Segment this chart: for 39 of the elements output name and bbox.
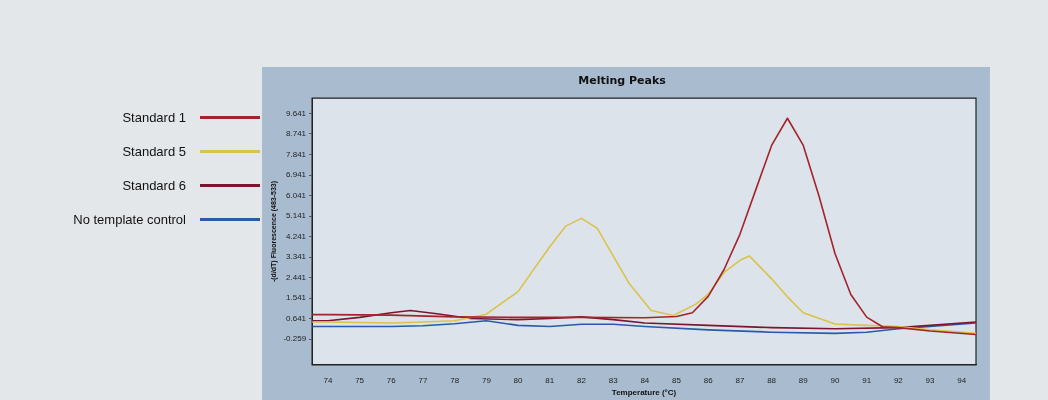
x-tick-label: 90 (830, 375, 840, 385)
x-tick-label: 83 (608, 375, 619, 385)
x-tick-label: 88 (767, 375, 777, 385)
y-tick-label: 7.841 (286, 149, 307, 159)
x-tick-label: 94 (957, 375, 967, 385)
y-tick-label: 9.641 (286, 108, 307, 118)
y-tick-label: 0.641 (286, 313, 307, 323)
x-tick-label: 76 (386, 375, 397, 385)
y-tick-label: 1.541 (286, 293, 307, 303)
x-tick-label: 84 (640, 375, 650, 385)
legend-label: No template control (73, 211, 186, 227)
y-tick-label: -0.259 (283, 334, 307, 344)
x-tick-label: 75 (355, 375, 365, 385)
x-tick-label: 78 (450, 375, 460, 385)
y-tick-label: 8.741 (286, 129, 307, 139)
legend-label: Standard 6 (122, 177, 186, 193)
y-tick-label: 4.241 (286, 231, 307, 241)
x-tick-label: 81 (545, 375, 555, 385)
x-tick-label: 77 (418, 375, 428, 385)
x-tick-label: 92 (893, 375, 904, 385)
x-tick-label: 74 (323, 375, 333, 385)
x-tick-label: 87 (735, 375, 745, 385)
x-tick-label: 79 (481, 375, 492, 385)
x-tick-label: 93 (925, 375, 936, 385)
y-tick-label: 6.941 (286, 170, 307, 180)
chart-title: Melting Peaks (578, 74, 667, 88)
legend-label: Standard 1 (122, 109, 186, 125)
x-tick-label: 82 (577, 375, 587, 385)
y-tick-label: 5.141 (286, 211, 307, 221)
x-tick-label: 85 (672, 375, 682, 385)
x-tick-label: 86 (703, 375, 714, 385)
legend-label: Standard 5 (122, 143, 186, 159)
x-tick-label: 89 (798, 375, 809, 385)
x-axis-title: Temperature (°C) (611, 388, 677, 398)
x-tick-label: 80 (513, 375, 524, 385)
x-tick-label: 91 (862, 375, 872, 385)
y-tick-label: 6.041 (286, 190, 307, 200)
y-tick-label: 2.441 (286, 272, 307, 282)
y-tick-label: 3.341 (286, 252, 307, 262)
